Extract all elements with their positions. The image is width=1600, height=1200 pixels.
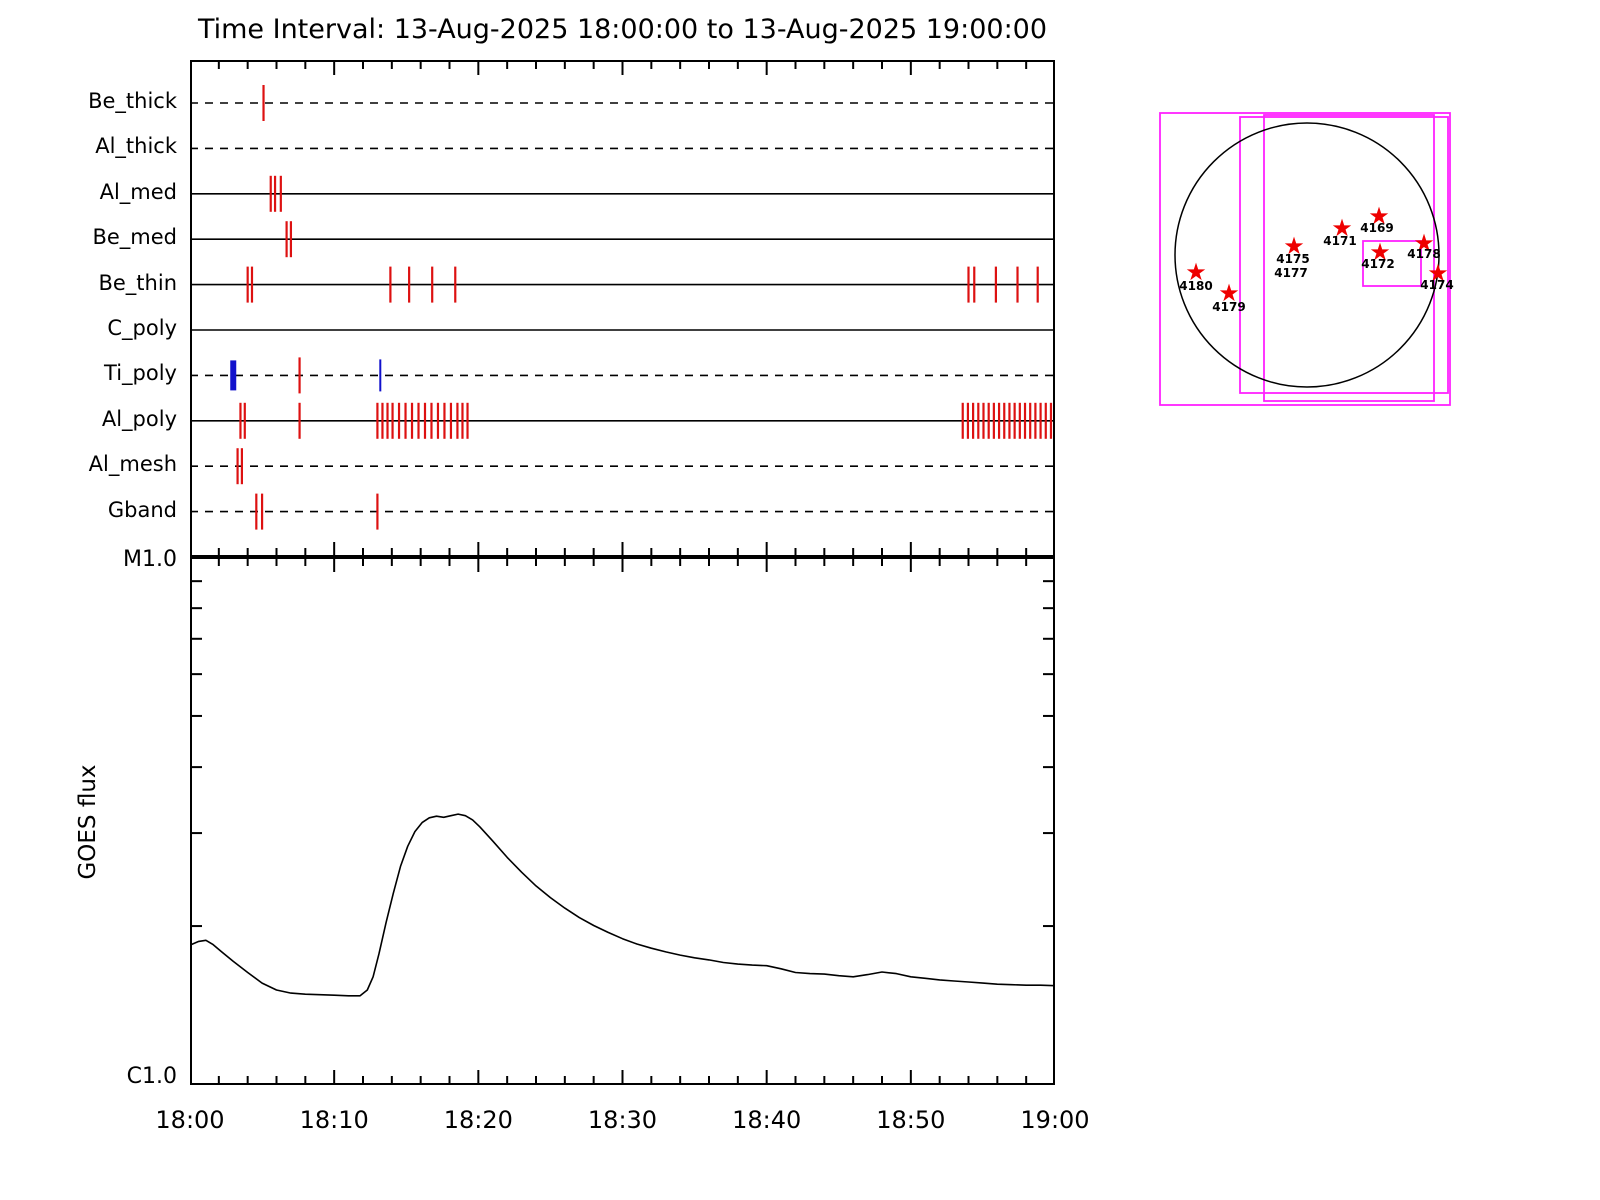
goes-ytick-top: M1.0	[123, 547, 177, 572]
flare-star-4172: ★	[1369, 238, 1391, 266]
region-label-4179: 4179	[1212, 300, 1245, 314]
goes-axis-title: GOES flux	[75, 764, 101, 880]
x-tick-label-18:40: 18:40	[732, 1106, 802, 1134]
timeline-row-label-Gband: Gband	[107, 497, 177, 522]
flare-star-4178: ★	[1413, 229, 1435, 257]
filter-timeline-panel	[190, 60, 1055, 557]
timeline-row-label-Al_mesh: Al_mesh	[88, 452, 177, 477]
flare-star-4180: ★	[1185, 258, 1207, 286]
x-tick-label-18:10: 18:10	[299, 1106, 369, 1134]
goes-flux-panel	[190, 557, 1055, 1085]
xrt-fov-box	[1263, 114, 1435, 402]
xrt-fov-box	[1239, 116, 1449, 394]
region-label-4171: 4171	[1323, 234, 1356, 248]
region-label-4174: 4174	[1420, 278, 1453, 292]
timeline-row-label-Al_poly: Al_poly	[101, 406, 177, 431]
timeline-row-label-Al_thick: Al_thick	[95, 134, 177, 159]
flare-star-4179: ★	[1218, 279, 1240, 307]
x-tick-label-18:20: 18:20	[443, 1106, 513, 1134]
solar-disk-map: ★4180 ★4179★41754177★4171★4169★4172★4178★…	[1159, 112, 1454, 406]
region-label-4169: 4169	[1360, 221, 1393, 235]
goes-flux-curve	[190, 813, 1055, 997]
goes-ytick-bottom: C1.0	[126, 1064, 177, 1089]
region-label-4172: 4172	[1361, 257, 1394, 271]
flare-star-4175: ★	[1283, 232, 1305, 260]
goes-frame	[190, 557, 1055, 1085]
x-tick-label-18:50: 18:50	[876, 1106, 946, 1134]
region-label-4177: 4177	[1274, 266, 1307, 280]
timeline-frame	[190, 60, 1055, 557]
timeline-row-label-Al_med: Al_med	[99, 179, 177, 204]
xrt-fov-box	[1362, 240, 1422, 287]
timeline-row-label-Ti_poly: Ti_poly	[104, 361, 177, 386]
xrt-fov-box	[1159, 112, 1451, 406]
flare-star-4174: ★	[1427, 259, 1449, 287]
x-tick-label-18:00: 18:00	[155, 1106, 225, 1134]
timeline-row-label-Be_thick: Be_thick	[88, 89, 177, 113]
timeline-row-label-C_poly: C_poly	[107, 316, 177, 340]
region-label-4175: 4175	[1276, 252, 1309, 266]
x-tick-label-18:30: 18:30	[587, 1106, 658, 1134]
timeline-row-label-Be_thin: Be_thin	[98, 270, 177, 295]
plot-title: Time Interval: 13-Aug-2025 18:00:00 to 1…	[197, 14, 1048, 45]
flare-star-4171: ★	[1331, 214, 1353, 242]
x-tick-label-19:00: 19:00	[1020, 1106, 1090, 1134]
timeline-row-label-Be_med: Be_med	[92, 225, 177, 250]
region-label-4180: 4180	[1179, 279, 1212, 293]
solar-limb-circle	[1174, 122, 1440, 388]
flare-star-4169: ★	[1368, 202, 1390, 230]
region-label-4178: 4178	[1407, 247, 1440, 261]
